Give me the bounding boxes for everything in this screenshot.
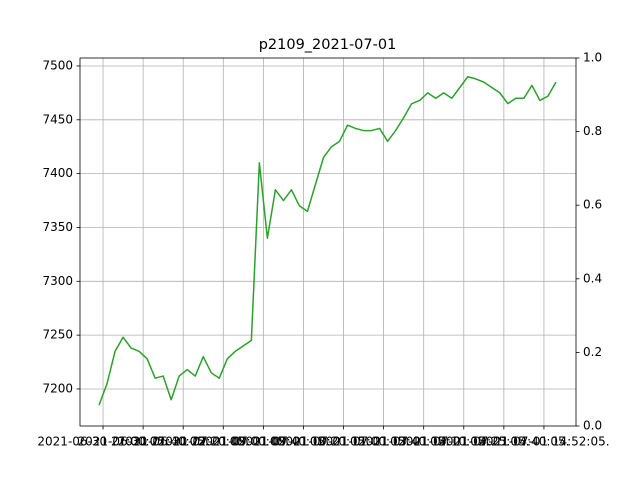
- x-tick-label: 2021-06-30 21:40:05.: [77, 435, 208, 449]
- x-tick-label: 2021-07-01 14:25:05.: [398, 435, 529, 449]
- y-tick-label: 7350: [42, 220, 73, 234]
- x-tick-label: 2021-07-01 09:00:05.: [158, 435, 289, 449]
- y2-tick-label: 0.2: [583, 345, 602, 359]
- price-line: [98, 75, 557, 406]
- y2-tick-label: 0.0: [583, 419, 602, 433]
- plot-frame: [79, 57, 577, 427]
- y2-tick-label: 1.0: [583, 51, 602, 65]
- x-tick-label: 2021-06-30 22:20:05.: [118, 435, 249, 449]
- y2-tick-label: 0.4: [583, 271, 602, 285]
- y-tick-label: 7500: [42, 58, 73, 72]
- y2-tick-label: 0.6: [583, 198, 602, 212]
- chart-title: p2109_2021-07-01: [259, 37, 397, 53]
- x-tick-label: 2021-07-01 14:40:05.: [438, 435, 569, 449]
- x-tick-label: 2021-07-01 14:10:05.: [358, 435, 489, 449]
- x-tick-label: 2021-07-01 10:20:05.: [238, 435, 369, 449]
- y-tick-label: 7200: [42, 381, 73, 395]
- x-tick-label: 2021-06-30 21:00:05.: [37, 435, 168, 449]
- x-tick-label: 2021-07-01 09:40:05.: [198, 435, 329, 449]
- x-tick-label: 2021-07-01 14:52:05.: [478, 435, 609, 449]
- y-tick-label: 7300: [42, 274, 73, 288]
- y2-tick-label: 0.8: [583, 124, 602, 138]
- y-tick-label: 7400: [42, 166, 73, 180]
- x-tick-label: 2021-07-01 11:00:05.: [278, 435, 409, 449]
- y-tick-label: 7250: [42, 328, 73, 342]
- x-tick-label: 2021-07-01 13:40:05.: [318, 435, 449, 449]
- y-tick-label: 7450: [42, 112, 73, 126]
